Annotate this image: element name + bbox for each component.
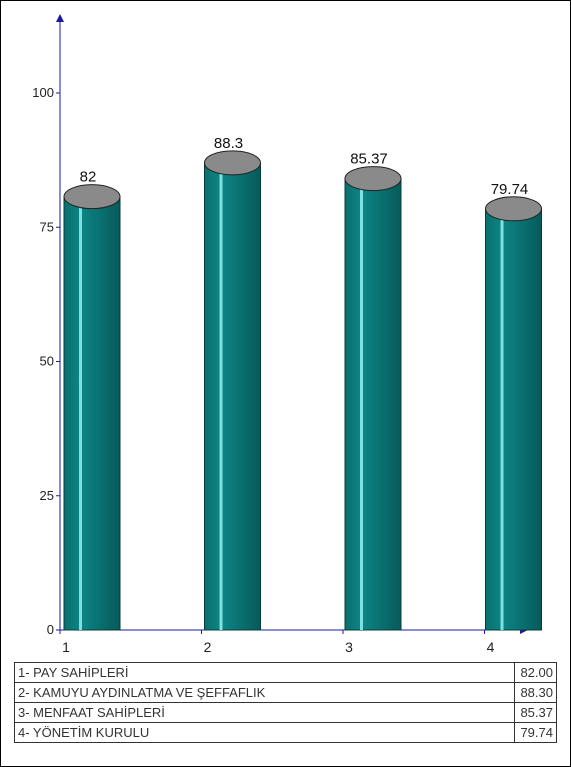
x-tick-label: 2 [204,639,212,655]
legend-table: 1- PAY SAHİPLERİ 82.00 2- KAMUYU AYDINLA… [14,662,557,743]
legend-row: 3- MENFAAT SAHİPLERİ 85.37 [14,702,557,723]
chart-data-labels: 82 88.3 85.37 79.74 [80,135,529,198]
legend-row: 2- KAMUYU AYDINLATMA VE ŞEFFAFLIK 88.30 [14,682,557,703]
y-tick-label: 75 [40,219,54,234]
x-tick-label: 4 [487,639,495,655]
bar-highlight [219,162,223,631]
legend-value: 82.00 [514,662,557,683]
legend-row: 4- YÖNETİM KURULU 79.74 [14,722,557,743]
bar-cap [485,196,542,222]
bar [204,150,261,631]
data-label: 85.37 [350,151,388,168]
bar-highlight [79,196,82,630]
legend-label: 1- PAY SAHİPLERİ [14,662,515,683]
bar [344,166,402,631]
legend-label: 4- YÖNETİM KURULU [14,722,515,743]
bar-cap [344,166,402,192]
legend-label: 3- MENFAAT SAHİPLERİ [14,702,515,723]
chart-axes: 0 25 50 75 100 1 2 3 4 [32,14,528,655]
bar-highlight [360,178,363,630]
y-tick-label: 100 [32,85,54,100]
bar-body [344,178,402,631]
legend-value: 88.30 [514,682,557,703]
y-tick-label: 50 [40,354,54,369]
bar-cap [63,184,121,210]
legend-row: 1- PAY SAHİPLERİ 82.00 [14,662,557,683]
x-tick-label: 1 [62,639,70,655]
bar [485,196,542,631]
bar-body [63,196,121,631]
bar-body [204,162,261,631]
legend-value: 79.74 [514,722,557,743]
y-tick-label: 0 [47,622,54,637]
bar-cap [204,150,261,176]
legend-label: 2- KAMUYU AYDINLATMA VE ŞEFFAFLIK [14,682,515,703]
data-label: 88.3 [214,135,243,152]
y-axis-arrow [56,14,64,22]
bar-chart: 0 25 50 75 100 1 2 3 4 82 88.3 85.37 79.74 [32,14,542,655]
bar-body [485,208,542,631]
chart-bars [63,150,542,631]
x-tick-label: 3 [345,639,353,655]
legend-value: 85.37 [514,702,557,723]
bar [63,184,121,631]
data-label: 79.74 [491,181,529,198]
data-label: 82 [80,169,97,186]
y-tick-label: 25 [40,488,54,503]
bar-highlight [500,208,504,630]
